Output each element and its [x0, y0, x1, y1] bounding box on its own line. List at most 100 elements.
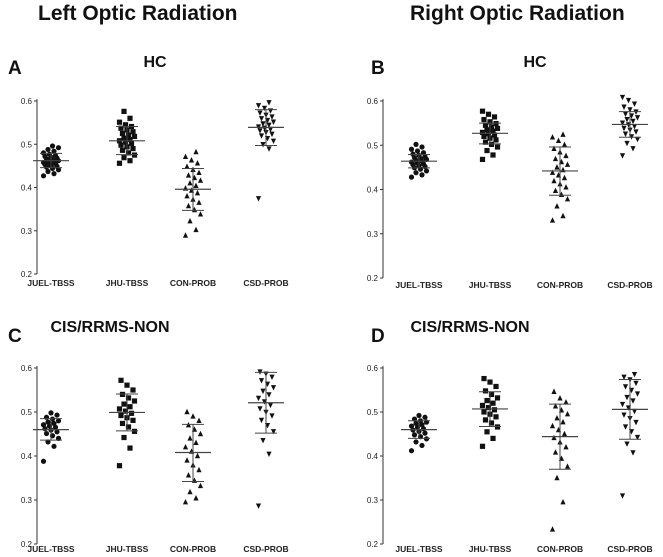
data-point — [482, 417, 489, 423]
data-point — [116, 463, 123, 469]
category-label: CON-PROB — [170, 544, 216, 554]
y-tick-label: 0.4 — [367, 452, 379, 461]
data-point — [551, 434, 557, 441]
data-point — [269, 114, 275, 120]
category-label: CSD-PROB — [607, 544, 652, 554]
y-tick-label: 0.6 — [21, 97, 33, 106]
data-point — [563, 184, 569, 190]
data-point — [40, 458, 47, 464]
data-point — [560, 499, 566, 505]
data-point — [266, 100, 272, 106]
panel-title: HC — [143, 54, 167, 71]
data-point — [269, 413, 275, 419]
y-tick-label: 0.6 — [367, 97, 379, 106]
data-point — [408, 159, 415, 165]
data-point — [554, 164, 560, 170]
category-label: JUEL-TBSS — [395, 280, 443, 290]
data-point — [634, 434, 641, 441]
data-point — [184, 163, 190, 169]
data-point — [197, 211, 204, 217]
data-point — [124, 382, 130, 388]
data-point — [255, 196, 262, 202]
data-point — [116, 160, 123, 166]
data-point — [631, 371, 638, 378]
data-point — [125, 150, 132, 156]
y-tick-label: 0.5 — [21, 408, 33, 417]
data-point — [182, 444, 189, 450]
data-point — [52, 152, 59, 159]
data-point — [257, 128, 263, 134]
y-tick-label: 0.2 — [367, 274, 379, 283]
data-point — [187, 435, 193, 441]
data-point — [493, 414, 499, 420]
data-point — [193, 182, 199, 188]
data-point — [131, 398, 138, 404]
data-point — [182, 499, 189, 505]
data-point — [414, 148, 421, 154]
data-point — [270, 385, 277, 391]
category-label: CON-PROB — [537, 280, 583, 290]
data-point — [549, 217, 556, 223]
y-tick-label: 0.5 — [367, 141, 379, 150]
data-point — [121, 401, 127, 407]
data-point — [119, 130, 126, 137]
data-point — [481, 133, 487, 139]
data-point — [255, 395, 262, 402]
data-point — [630, 450, 636, 456]
data-point — [266, 122, 272, 128]
data-point — [270, 119, 277, 125]
data-point — [413, 170, 419, 176]
data-point — [482, 388, 489, 394]
data-point — [118, 125, 124, 131]
data-point — [408, 146, 415, 152]
category-label: JHU-TBSS — [469, 280, 512, 290]
data-point — [413, 141, 419, 147]
data-point — [551, 145, 557, 151]
data-point — [622, 384, 629, 390]
data-point — [116, 406, 123, 412]
data-point — [622, 111, 629, 118]
data-point — [184, 192, 190, 199]
data-point — [630, 146, 636, 152]
data-point — [411, 432, 418, 438]
data-point — [488, 124, 495, 130]
category-label: CON-PROB — [537, 544, 583, 554]
data-point — [484, 147, 490, 154]
data-point — [561, 141, 568, 148]
data-point — [552, 187, 559, 194]
data-point — [479, 443, 486, 449]
panel-letter: B — [371, 58, 385, 79]
data-point — [45, 168, 51, 175]
data-point — [55, 418, 62, 424]
data-point — [619, 401, 626, 408]
data-point — [631, 408, 638, 415]
data-point — [625, 97, 632, 104]
data-point — [494, 395, 501, 401]
data-point — [128, 140, 135, 146]
data-point — [627, 107, 633, 113]
data-point — [408, 448, 415, 454]
data-point — [125, 395, 132, 401]
data-point — [267, 108, 274, 114]
category-label: JHU-TBSS — [469, 544, 512, 554]
data-point — [633, 380, 639, 387]
data-point — [128, 410, 135, 416]
data-point — [621, 412, 627, 418]
data-point — [185, 472, 192, 478]
data-point — [484, 127, 490, 133]
data-point — [485, 111, 492, 117]
data-point — [269, 374, 275, 380]
data-point — [484, 429, 490, 435]
data-point — [257, 110, 263, 116]
y-tick-label: 0.3 — [367, 230, 379, 239]
data-point — [622, 424, 629, 430]
y-tick-label: 0.5 — [21, 140, 33, 149]
data-point — [423, 168, 430, 174]
data-point — [122, 139, 129, 145]
data-point — [493, 137, 499, 143]
panel-letter: A — [8, 58, 22, 79]
y-tick-label: 0.3 — [367, 496, 379, 505]
data-point — [488, 420, 495, 426]
data-point — [266, 146, 272, 152]
data-point — [121, 135, 127, 141]
